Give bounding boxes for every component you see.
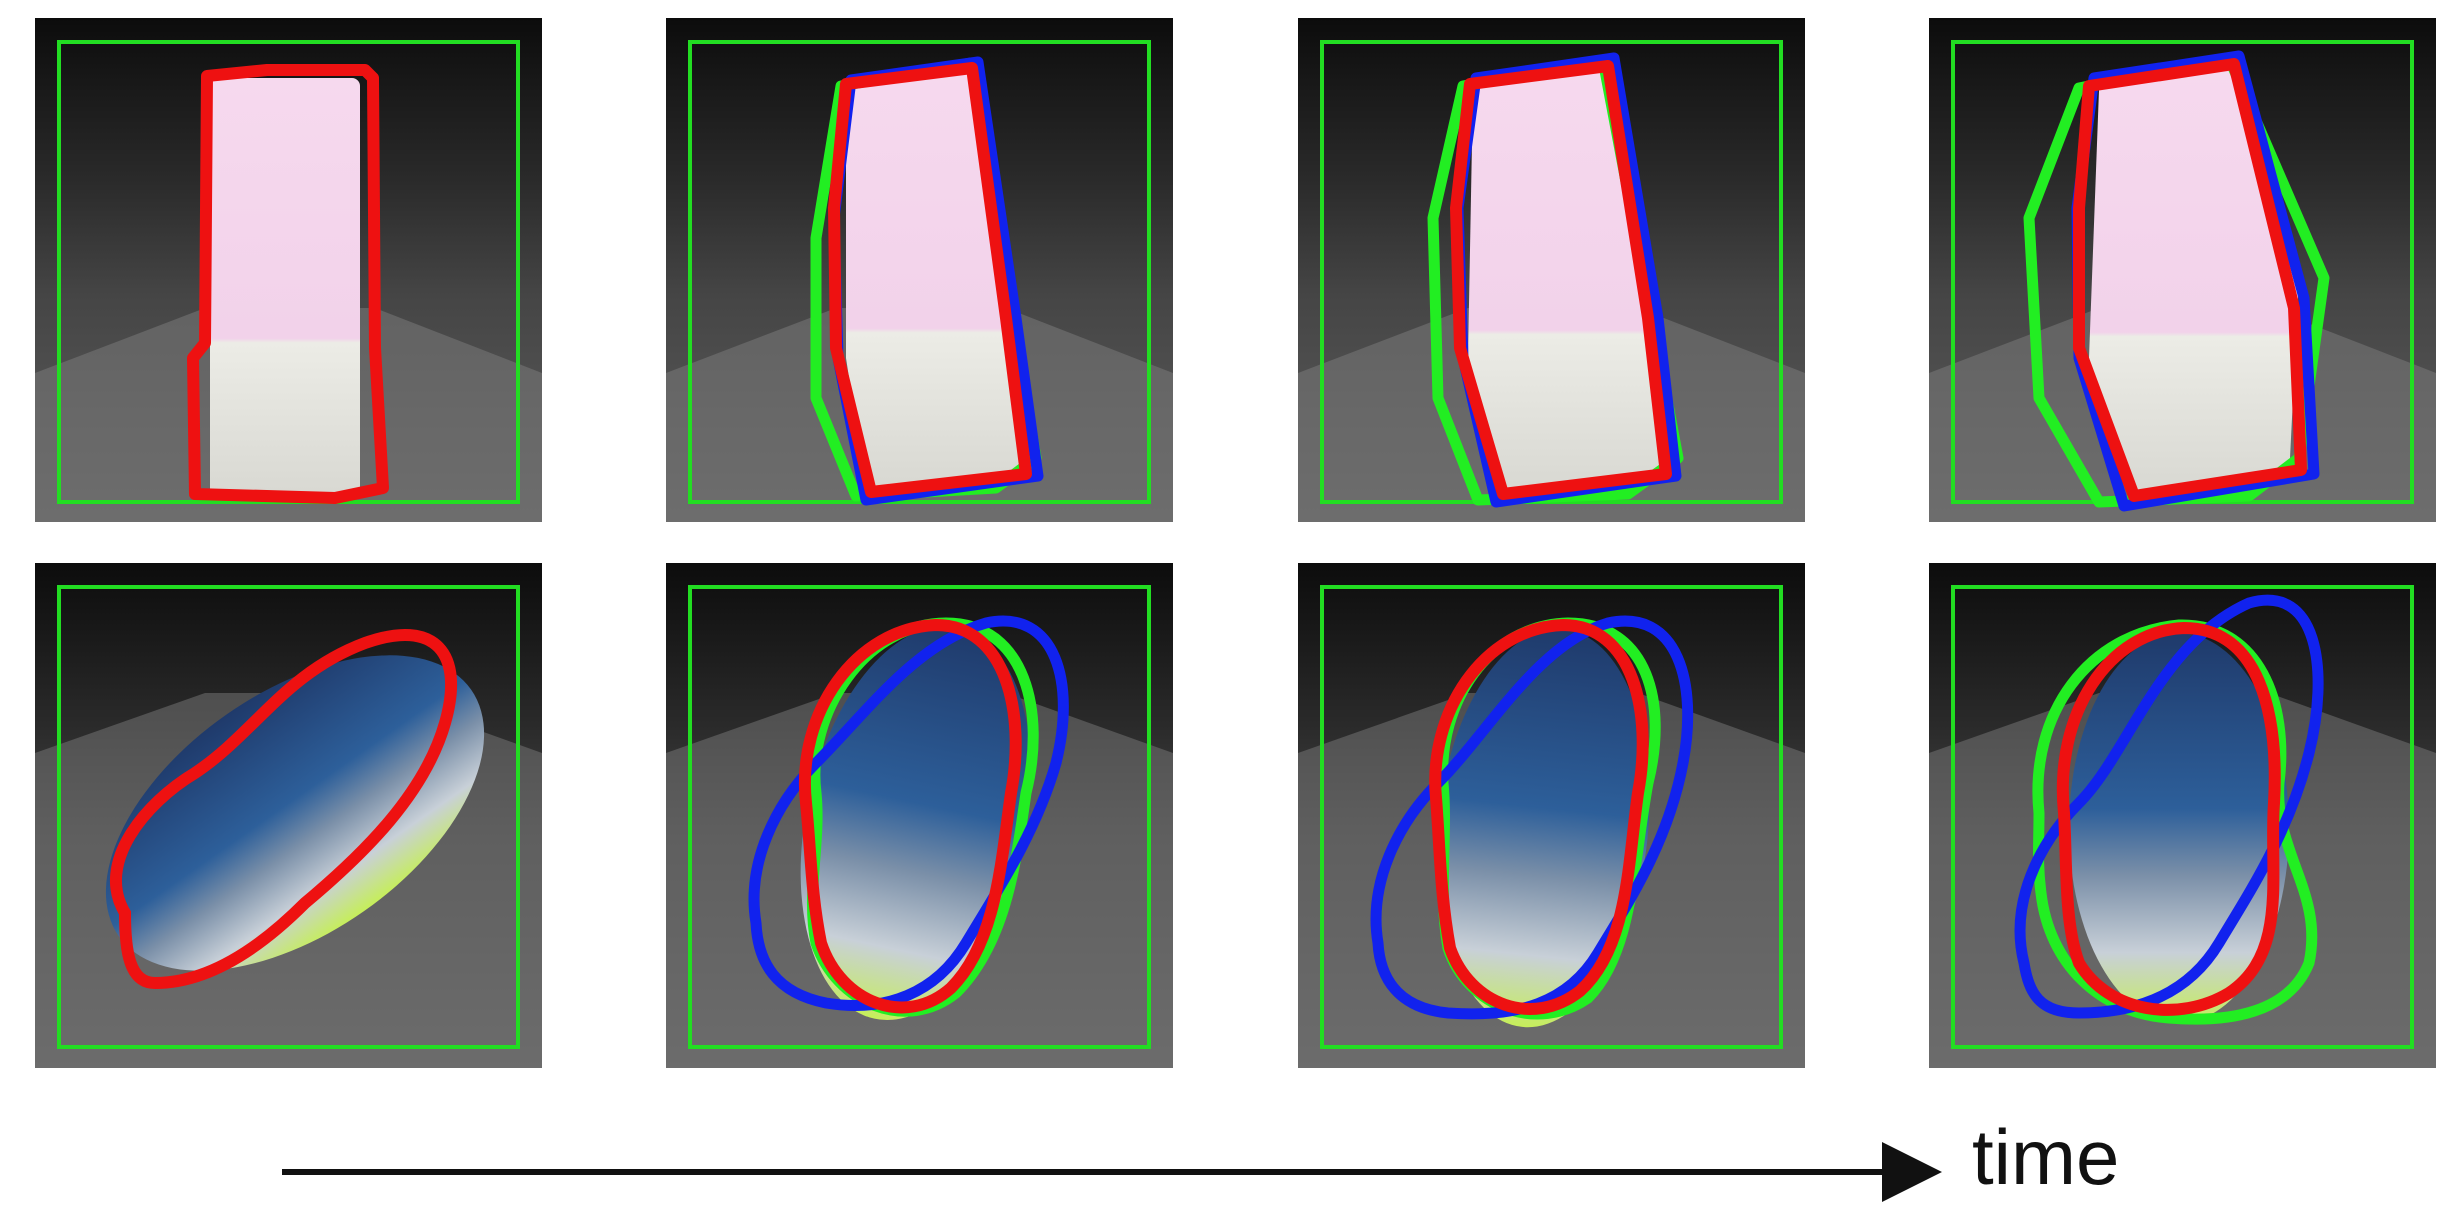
- frame-sneaker-3: [1298, 563, 1805, 1068]
- frame-sneaker-1: [35, 563, 542, 1068]
- bounding-box: [688, 40, 1151, 504]
- bounding-box: [1951, 585, 2414, 1049]
- frame-sneaker-2: [666, 563, 1173, 1068]
- block-object: [1468, 66, 1663, 492]
- bounding-box: [688, 585, 1151, 1049]
- block-object: [210, 78, 360, 498]
- contour-red: [1450, 60, 1672, 500]
- block-object: [2089, 68, 2299, 494]
- row-block: [35, 18, 2436, 522]
- contour-red: [1429, 618, 1649, 1015]
- frame-block-2: [666, 18, 1173, 522]
- frame-block-4: [1929, 18, 2436, 522]
- bounding-box: [57, 585, 520, 1049]
- contour-red: [828, 62, 1032, 498]
- contour-red: [2056, 621, 2281, 1016]
- contour-red: [2073, 58, 2307, 502]
- contour-blue: [2014, 594, 2324, 1019]
- contour-red: [109, 628, 458, 990]
- bounding-box: [1320, 585, 1783, 1049]
- contour-red: [187, 64, 389, 504]
- frame-block-1: [35, 18, 542, 522]
- contour-red: [798, 618, 1022, 1014]
- sneaker-object: [105, 655, 485, 971]
- contour-blue: [748, 615, 1069, 1011]
- frame-sneaker-4: [1929, 563, 2436, 1068]
- time-axis-label: time: [1972, 1113, 2120, 1201]
- row-sneaker: [35, 563, 2436, 1068]
- frame-block-3: [1298, 18, 1805, 522]
